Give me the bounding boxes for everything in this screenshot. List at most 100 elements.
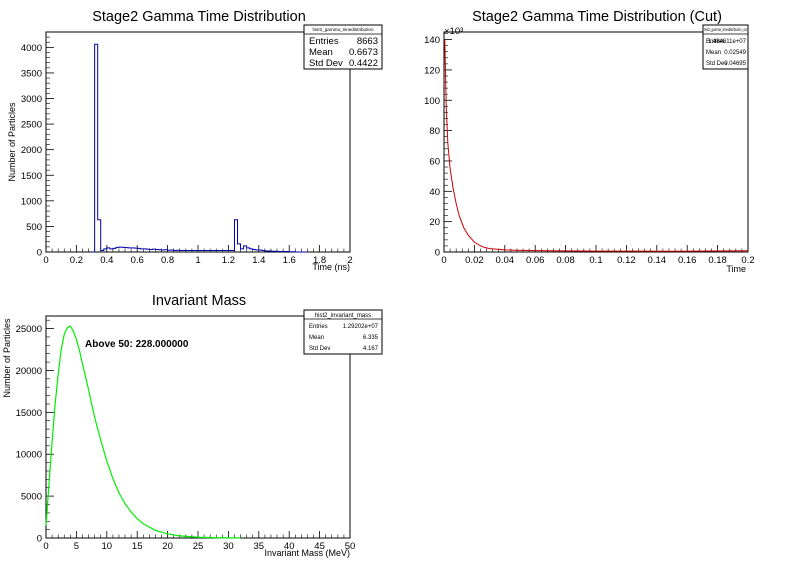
x-tick-labels: 0 0.2 0.4 0.6 0.8 1 1.2 1.4 1.6 1.8 2 bbox=[43, 255, 352, 266]
stats-value-stddev: 4.167 bbox=[363, 346, 379, 352]
y-tick-label: 100 bbox=[424, 96, 440, 107]
stats-value-mean: 0.02549 bbox=[724, 50, 746, 56]
stats-label-stddev: Std Dev bbox=[706, 61, 727, 67]
stats-box: hist2_invariant_mass Entries 1.29202e+07… bbox=[303, 309, 383, 355]
y-tick-label: 3500 bbox=[21, 68, 42, 79]
stats-label-mean: Mean bbox=[309, 335, 324, 341]
stats-label-entries: Entries bbox=[309, 324, 328, 330]
x-axis-label: Time bbox=[726, 264, 746, 274]
x-tick-label: 25 bbox=[193, 541, 204, 552]
x-tick-label: 10 bbox=[102, 541, 113, 552]
x-tick-label: 0.06 bbox=[526, 255, 545, 266]
stats-value-entries: 1.484611e+07 bbox=[708, 39, 747, 45]
overflow-annotation: Above 50: 228.000000 bbox=[85, 339, 189, 350]
panel-time-distribution-cut: Stage2 Gamma Time Distribution (Cut) 0 0.… bbox=[424, 9, 754, 274]
y-tick-label: 0 bbox=[435, 248, 440, 259]
x-tick-label: 1 bbox=[195, 255, 200, 266]
stats-box: hist2_gamma_timedistribution_cut Entries… bbox=[702, 24, 749, 70]
histogram-series bbox=[45, 325, 241, 539]
y-tick-label: 140 bbox=[424, 35, 440, 46]
chart-title: Stage2 Gamma Time Distribution (Cut) bbox=[472, 9, 722, 25]
x-tick-label: 35 bbox=[254, 541, 265, 552]
x-tick-labels: 0 0.02 0.04 0.06 0.08 0.1 0.12 0.14 0.16 0.18 0.2 bbox=[441, 255, 754, 266]
x-tick-labels: 0 5 10 15 20 25 30 35 40 45 50 bbox=[43, 541, 355, 552]
y-axis-multiplier: ×10³ bbox=[444, 26, 463, 37]
stats-box-name: hist2_gamma_timedistribution_cut bbox=[704, 27, 747, 32]
x-tick-label: 20 bbox=[162, 541, 173, 552]
x-tick-label: 5 bbox=[74, 541, 79, 552]
y-tick-labels: 0 20 40 60 80 100 120 140 bbox=[424, 35, 440, 258]
chart-title: Stage2 Gamma Time Distribution bbox=[92, 9, 306, 25]
x-axis-label: Time (ns) bbox=[312, 262, 350, 272]
x-axis-label: Invariant Mass (MeV) bbox=[264, 548, 350, 558]
chart-title: Invariant Mass bbox=[152, 293, 246, 309]
y-tick-label: 80 bbox=[429, 126, 440, 137]
y-tick-labels: 0 500 1000 1500 2000 2500 3000 3500 4000 bbox=[21, 43, 42, 259]
y-tick-label: 1000 bbox=[21, 196, 42, 207]
x-tick-label: 45 bbox=[314, 541, 325, 552]
stats-value-mean: 6.335 bbox=[363, 335, 379, 341]
x-tick-label: 0.18 bbox=[708, 255, 727, 266]
stats-label-mean: Mean bbox=[309, 47, 333, 58]
x-tick-label: 1.2 bbox=[222, 255, 235, 266]
panel-invariant-mass: Invariant Mass 0 5 10 15 20 25 30 35 40 45 50 0 500… bbox=[2, 293, 383, 558]
stats-box: hist2_gamma_timedistribution Entries 866… bbox=[303, 24, 383, 70]
y-tick-label: 10000 bbox=[16, 450, 42, 461]
stats-box-frame bbox=[702, 24, 749, 70]
x-tick-label: 30 bbox=[223, 541, 234, 552]
x-tick-label: 0.2 bbox=[741, 255, 754, 266]
plot-frame bbox=[45, 31, 351, 253]
x-tick-label: 0 bbox=[43, 541, 48, 552]
stats-box-frame bbox=[303, 309, 383, 355]
y-tick-label: 2500 bbox=[21, 120, 42, 131]
stats-value-stddev: 0.4422 bbox=[349, 58, 378, 69]
stats-value-entries: 1.29202e+07 bbox=[343, 324, 379, 330]
stats-box-frame bbox=[303, 24, 383, 70]
x-tick-label: 0.8 bbox=[161, 255, 174, 266]
stats-value-stddev: 0.04695 bbox=[724, 61, 746, 67]
stats-label-entries: Entries bbox=[309, 36, 339, 47]
y-tick-label: 120 bbox=[424, 65, 440, 76]
x-tick-label: 15 bbox=[132, 541, 143, 552]
y-tick-label: 20 bbox=[429, 217, 440, 228]
y-tick-label: 60 bbox=[429, 156, 440, 167]
y-tick-label: 0 bbox=[37, 534, 42, 545]
histogram-series bbox=[444, 39, 749, 252]
x-tick-label: 0.6 bbox=[131, 255, 144, 266]
y-tick-label: 1500 bbox=[21, 171, 42, 182]
stats-label-mean: Mean bbox=[706, 50, 721, 56]
y-axis-label: Number of Particles bbox=[7, 102, 17, 182]
x-tick-label: 50 bbox=[345, 541, 356, 552]
stats-box-name: hist2_invariant_mass bbox=[315, 313, 371, 319]
x-tick-label: 1.4 bbox=[252, 255, 265, 266]
x-tick-label: 0.16 bbox=[678, 255, 697, 266]
stats-label-stddev: Std Dev bbox=[309, 58, 343, 69]
x-tick-label: 1.8 bbox=[313, 255, 326, 266]
stats-box-name: hist2_gamma_timedistribution bbox=[312, 27, 373, 32]
histogram-series bbox=[91, 43, 308, 253]
y-axis-label: Number of Particles bbox=[2, 318, 12, 398]
y-tick-label: 4000 bbox=[21, 43, 42, 54]
y-tick-label: 5000 bbox=[21, 492, 42, 503]
y-tick-label: 2000 bbox=[21, 145, 42, 156]
y-tick-label: 20000 bbox=[16, 366, 42, 377]
plot-frame bbox=[443, 31, 749, 253]
panel-time-distribution: Stage2 Gamma Time Distribution 0 0.2 0.4 0.… bbox=[7, 9, 383, 272]
x-tick-label: 0.12 bbox=[617, 255, 636, 266]
y-tick-label: 25000 bbox=[16, 324, 42, 335]
x-tick-label: 0.04 bbox=[496, 255, 515, 266]
x-tick-label: 0 bbox=[43, 255, 48, 266]
stats-label-stddev: Std Dev bbox=[309, 346, 330, 352]
x-tick-label: 0 bbox=[441, 255, 446, 266]
y-tick-labels: 0 5000 10000 15000 20000 25000 bbox=[16, 324, 42, 544]
stats-value-entries: 8663 bbox=[357, 36, 378, 47]
y-tick-label: 40 bbox=[429, 187, 440, 198]
x-tick-label: 0.1 bbox=[589, 255, 602, 266]
y-tick-label: 0 bbox=[37, 248, 42, 259]
x-tick-label: 0.14 bbox=[648, 255, 667, 266]
y-tick-label: 3000 bbox=[21, 94, 42, 105]
x-tick-label: 2 bbox=[347, 255, 352, 266]
x-tick-label: 0.4 bbox=[100, 255, 113, 266]
stats-label-entries: Entries bbox=[706, 39, 725, 45]
